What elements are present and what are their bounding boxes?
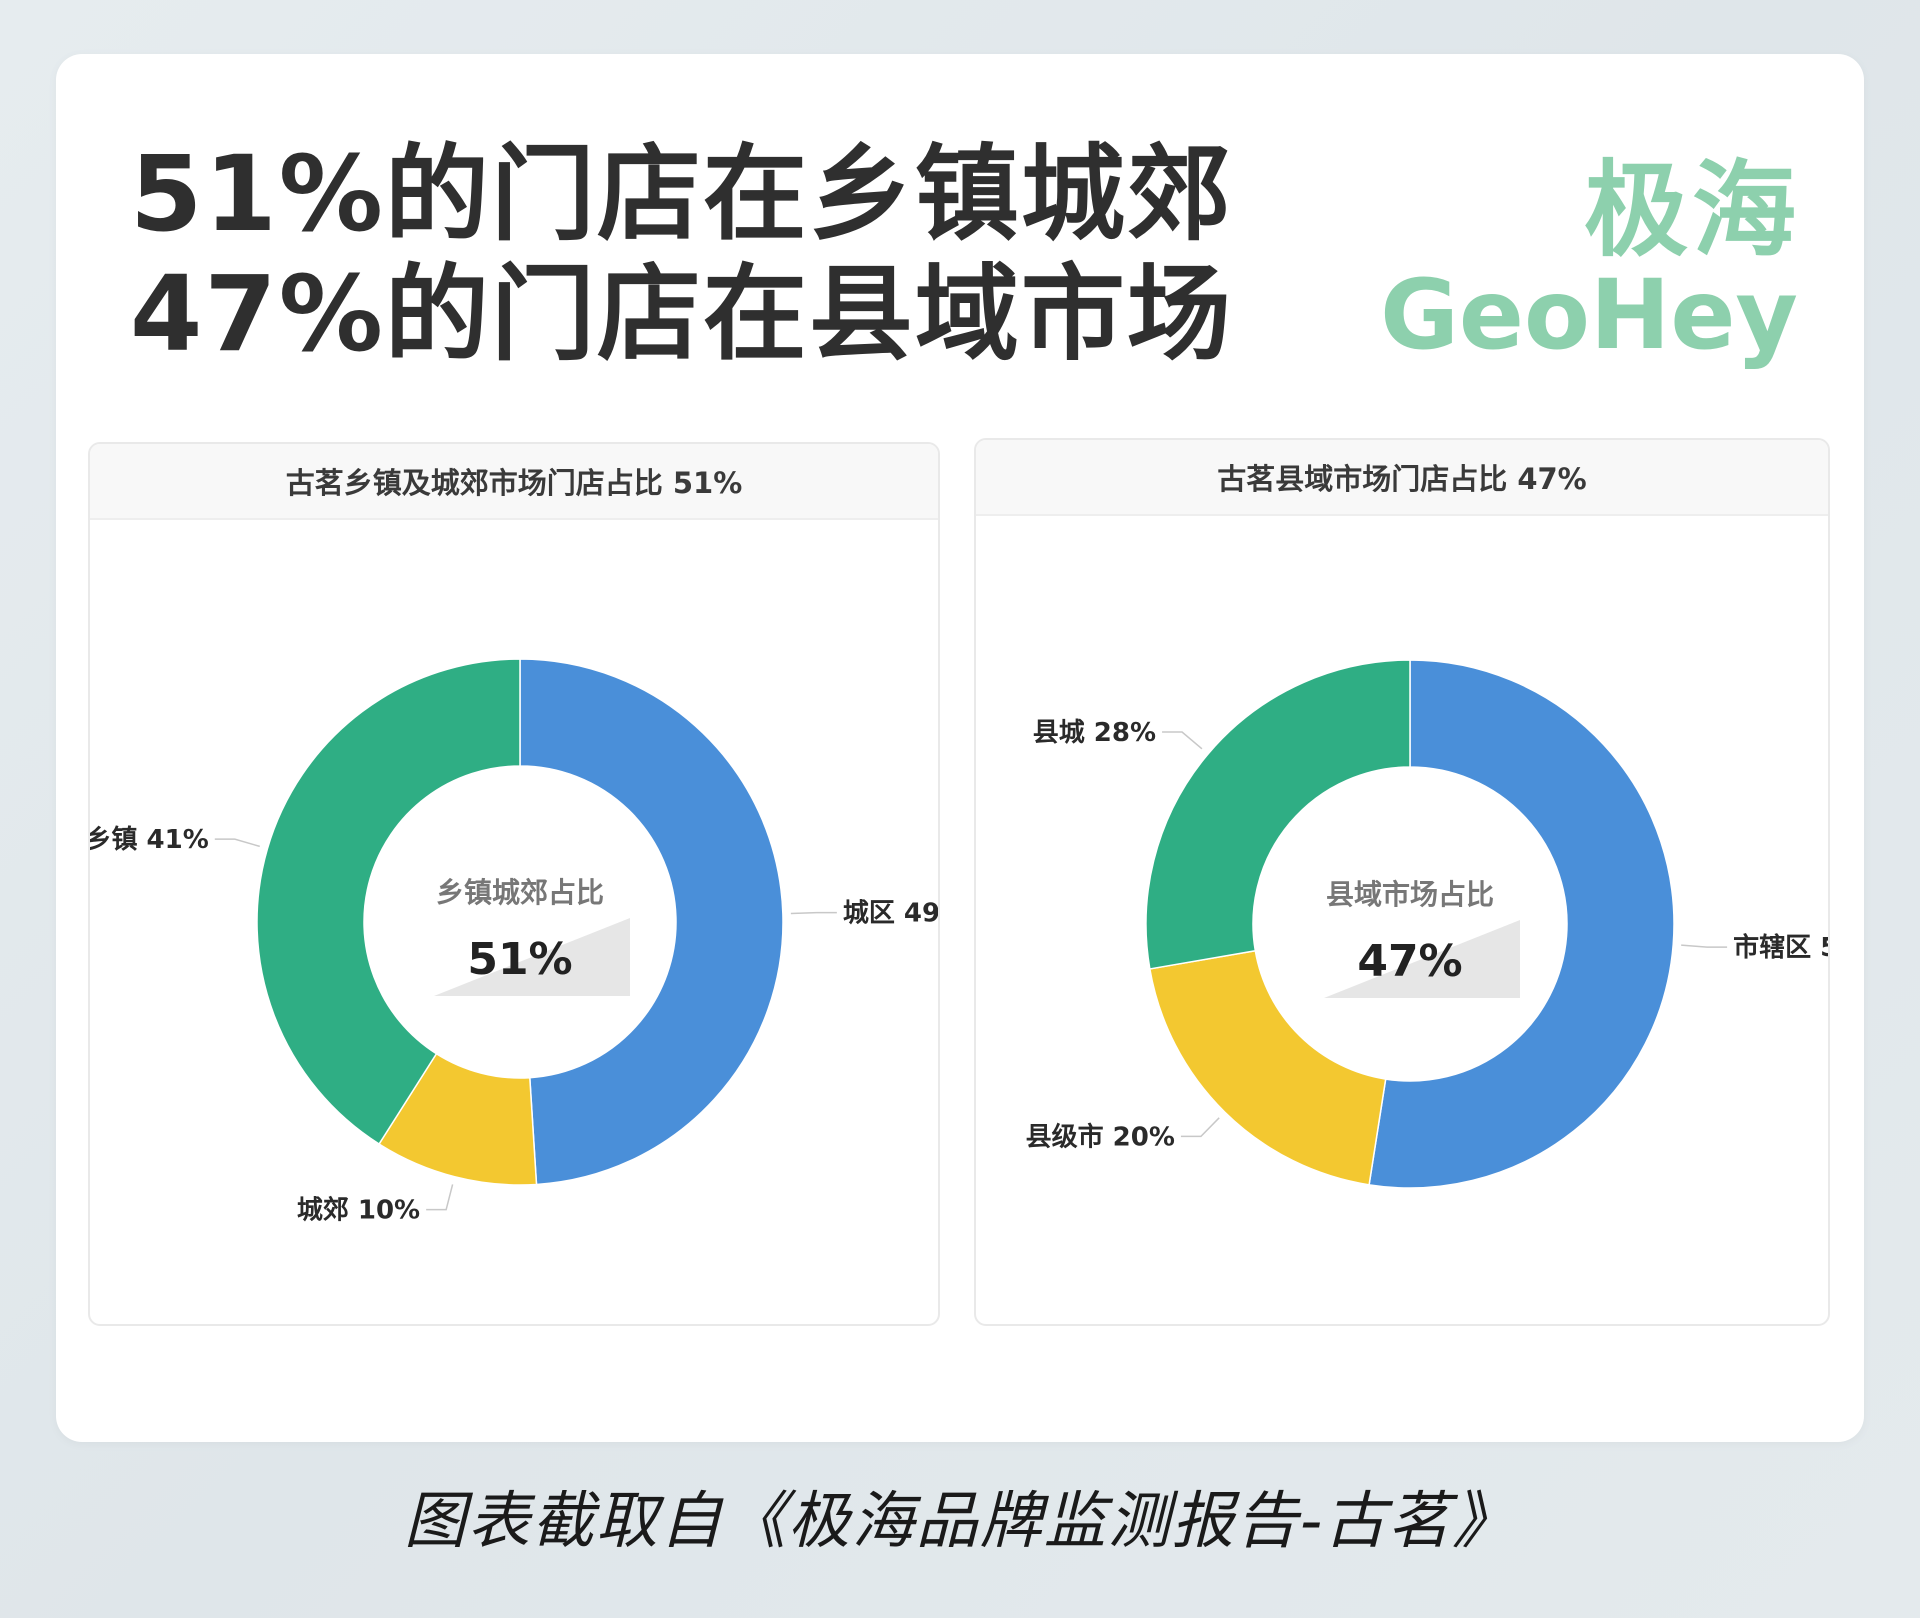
donut-slice-城区 <box>520 659 783 1184</box>
center-label: 县域市场占比 <box>1326 878 1494 911</box>
donut-slice-市辖区 <box>1369 660 1674 1188</box>
logo-chinese: 极海 <box>1584 150 1800 270</box>
headline-line-1: 51%的门店在乡镇城郊 <box>130 134 1233 254</box>
leader-line <box>1181 1118 1219 1137</box>
slice-label: 城郊 10% <box>297 1195 420 1226</box>
headline-line-2: 47%的门店在县域市场 <box>130 254 1233 374</box>
headline: 51%的门店在乡镇城郊 47%的门店在县域市场 <box>130 134 1233 374</box>
donut-chart-rural: 城区 49% 城郊 10% 乡镇 41% 乡镇城郊占比 51% <box>90 444 938 1324</box>
logo-english: GeoHey <box>1380 260 1798 370</box>
center-value: 51% <box>467 934 572 985</box>
content-card: 51%的门店在乡镇城郊 47%的门店在县域市场 极海 GeoHey 古茗乡镇及城… <box>56 54 1864 1442</box>
leader-line <box>1681 945 1727 947</box>
center-label: 乡镇城郊占比 <box>436 876 604 909</box>
leader-line <box>215 839 260 846</box>
source-caption: 图表截取自《极海品牌监测报告-古茗》 <box>0 1470 1920 1560</box>
donut-slice-县级市 <box>1150 951 1386 1185</box>
chart-panel-county: 古茗县域市场门店占比 47% 市辖区 53%县级市 20%县城 28%县域市场占… <box>974 438 1830 1326</box>
donut-chart-county: 市辖区 53% 县级市 20% 县城 28% 县域市场占比 47% <box>976 440 1828 1324</box>
chart-panel-rural: 古茗乡镇及城郊市场门店占比 51% 城区 49%城郊 10%乡镇 41%乡镇城郊… <box>88 442 940 1326</box>
leader-line <box>791 913 837 914</box>
leader-line <box>426 1184 452 1209</box>
slice-label: 县城 28% <box>1033 718 1156 748</box>
leader-line <box>1162 732 1202 749</box>
slice-label: 乡镇 41% <box>90 825 209 855</box>
donut-slice-县城 <box>1146 660 1410 969</box>
center-value: 47% <box>1357 936 1462 987</box>
slice-label: 城区 49% <box>843 899 938 929</box>
slice-label: 县级市 20% <box>1026 1121 1175 1152</box>
slice-label: 市辖区 53% <box>1733 932 1828 963</box>
